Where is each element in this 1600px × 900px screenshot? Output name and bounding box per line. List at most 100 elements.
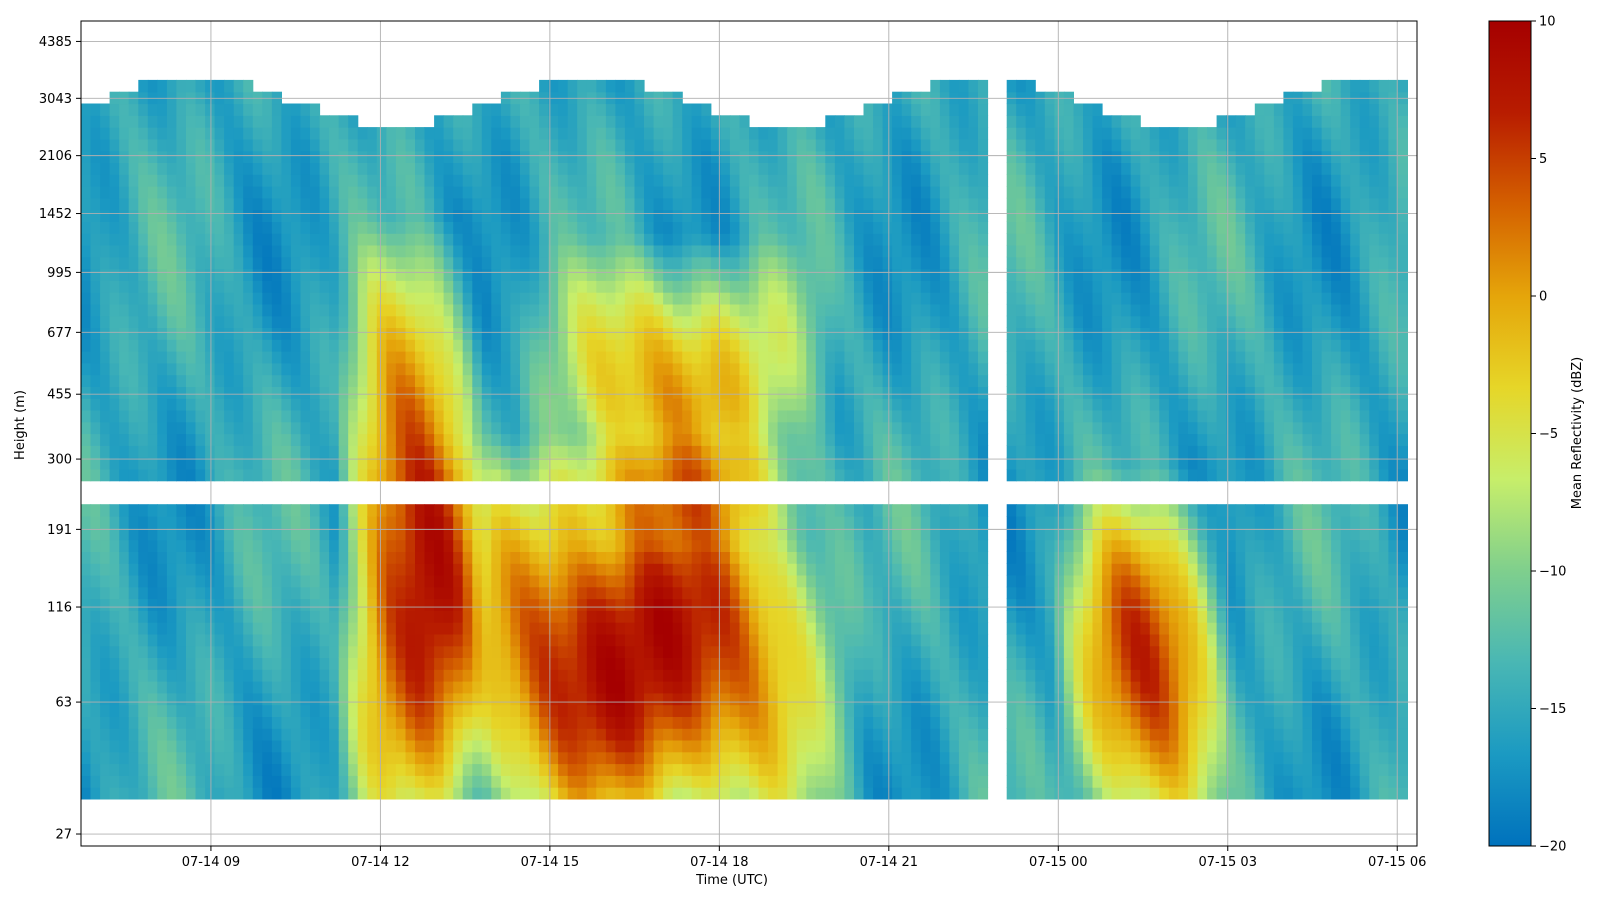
heatmap-cell: [510, 739, 521, 753]
heatmap-cell: [109, 681, 120, 694]
heatmap-cell: [710, 421, 721, 435]
heatmap-cell: [395, 574, 406, 588]
heatmap-cell: [596, 221, 607, 234]
heatmap-cell: [300, 704, 311, 717]
heatmap-cell: [500, 256, 511, 270]
heatmap-cell: [243, 127, 254, 140]
heatmap-cell: [634, 504, 645, 517]
heatmap-cell: [271, 303, 282, 317]
heatmap-cell: [710, 398, 721, 411]
heatmap-cell: [758, 739, 769, 753]
heatmap-cell: [815, 197, 826, 211]
heatmap-cell: [329, 138, 340, 152]
heatmap-cell: [892, 728, 903, 741]
heatmap-cell: [539, 645, 550, 658]
heatmap-cell: [882, 645, 893, 658]
heatmap-cell: [567, 633, 578, 647]
heatmap-cell: [367, 256, 378, 270]
heatmap-cell: [166, 127, 177, 140]
heatmap-cell: [262, 433, 273, 446]
heatmap-cell: [109, 327, 120, 340]
heatmap-cell: [166, 598, 177, 611]
heatmap-cell: [691, 398, 702, 411]
heatmap-cell: [281, 657, 292, 670]
heatmap-cell: [777, 657, 788, 670]
heatmap-cell: [100, 409, 111, 423]
heatmap-cell: [510, 233, 521, 246]
heatmap-cell: [376, 751, 387, 765]
heatmap-cell: [262, 138, 273, 152]
heatmap-cell: [558, 610, 569, 623]
heatmap-cell: [290, 751, 301, 765]
heatmap-cell: [109, 362, 120, 376]
heatmap-cell: [806, 551, 817, 564]
heatmap-cell: [119, 610, 130, 623]
heatmap-cell: [615, 775, 626, 788]
heatmap-cell: [806, 244, 817, 258]
heatmap-cell: [186, 775, 197, 788]
heatmap-cell: [252, 539, 263, 552]
heatmap-cell: [873, 103, 884, 116]
heatmap-cell: [834, 315, 845, 328]
heatmap-cell: [863, 233, 874, 246]
heatmap-cell: [758, 127, 769, 140]
heatmap-cell: [300, 409, 311, 423]
heatmap-cell: [319, 115, 330, 128]
heatmap-cell: [882, 150, 893, 163]
heatmap-cell: [357, 433, 368, 446]
heatmap-cell: [472, 610, 483, 623]
heatmap-cell: [777, 551, 788, 564]
heatmap-cell: [901, 433, 912, 446]
heatmap-cell: [434, 127, 445, 140]
heatmap-cell: [271, 374, 282, 387]
heatmap-cell: [195, 763, 206, 776]
heatmap-cell: [854, 339, 865, 352]
heatmap-cell: [815, 645, 826, 658]
heatmap-cell: [166, 303, 177, 317]
heatmap-cell: [787, 657, 798, 670]
heatmap-cell: [863, 763, 874, 776]
heatmap-cell: [749, 775, 760, 788]
heatmap-cell: [157, 610, 168, 623]
heatmap-cell: [233, 433, 244, 446]
heatmap-cell: [558, 162, 569, 175]
heatmap-cell: [281, 468, 292, 482]
heatmap-cell: [224, 127, 235, 140]
heatmap-cell: [605, 209, 616, 222]
heatmap-cell: [462, 292, 473, 305]
heatmap-cell: [701, 787, 712, 800]
heatmap-cell: [663, 138, 674, 152]
heatmap-cell: [510, 162, 521, 175]
heatmap-cell: [739, 421, 750, 435]
heatmap-cell: [691, 457, 702, 470]
heatmap-cell: [166, 256, 177, 270]
heatmap-cell: [720, 374, 731, 387]
heatmap-cell: [138, 728, 149, 741]
heatmap-cell: [882, 551, 893, 564]
heatmap-cell: [395, 244, 406, 258]
heatmap-cell: [443, 504, 454, 517]
heatmap-cell: [357, 127, 368, 140]
heatmap-cell: [558, 303, 569, 317]
heatmap-cell: [472, 433, 483, 446]
heatmap-cell: [577, 763, 588, 776]
heatmap-cell: [863, 692, 874, 706]
heatmap-cell: [892, 186, 903, 199]
heatmap-cell: [548, 351, 559, 364]
heatmap-cell: [462, 327, 473, 340]
heatmap-cell: [720, 292, 731, 305]
heatmap-cell: [777, 386, 788, 399]
heatmap-cell: [854, 468, 865, 482]
heatmap-cell: [166, 681, 177, 694]
heatmap-cell: [100, 280, 111, 293]
heatmap-cell: [663, 209, 674, 222]
heatmap-cell: [128, 516, 139, 529]
heatmap-cell: [386, 351, 397, 364]
heatmap-cell: [529, 221, 540, 234]
heatmap-cell: [825, 374, 836, 387]
heatmap-cell: [787, 586, 798, 600]
heatmap-cell: [329, 739, 340, 753]
heatmap-cell: [787, 622, 798, 635]
heatmap-cell: [500, 681, 511, 694]
heatmap-cell: [119, 563, 130, 576]
